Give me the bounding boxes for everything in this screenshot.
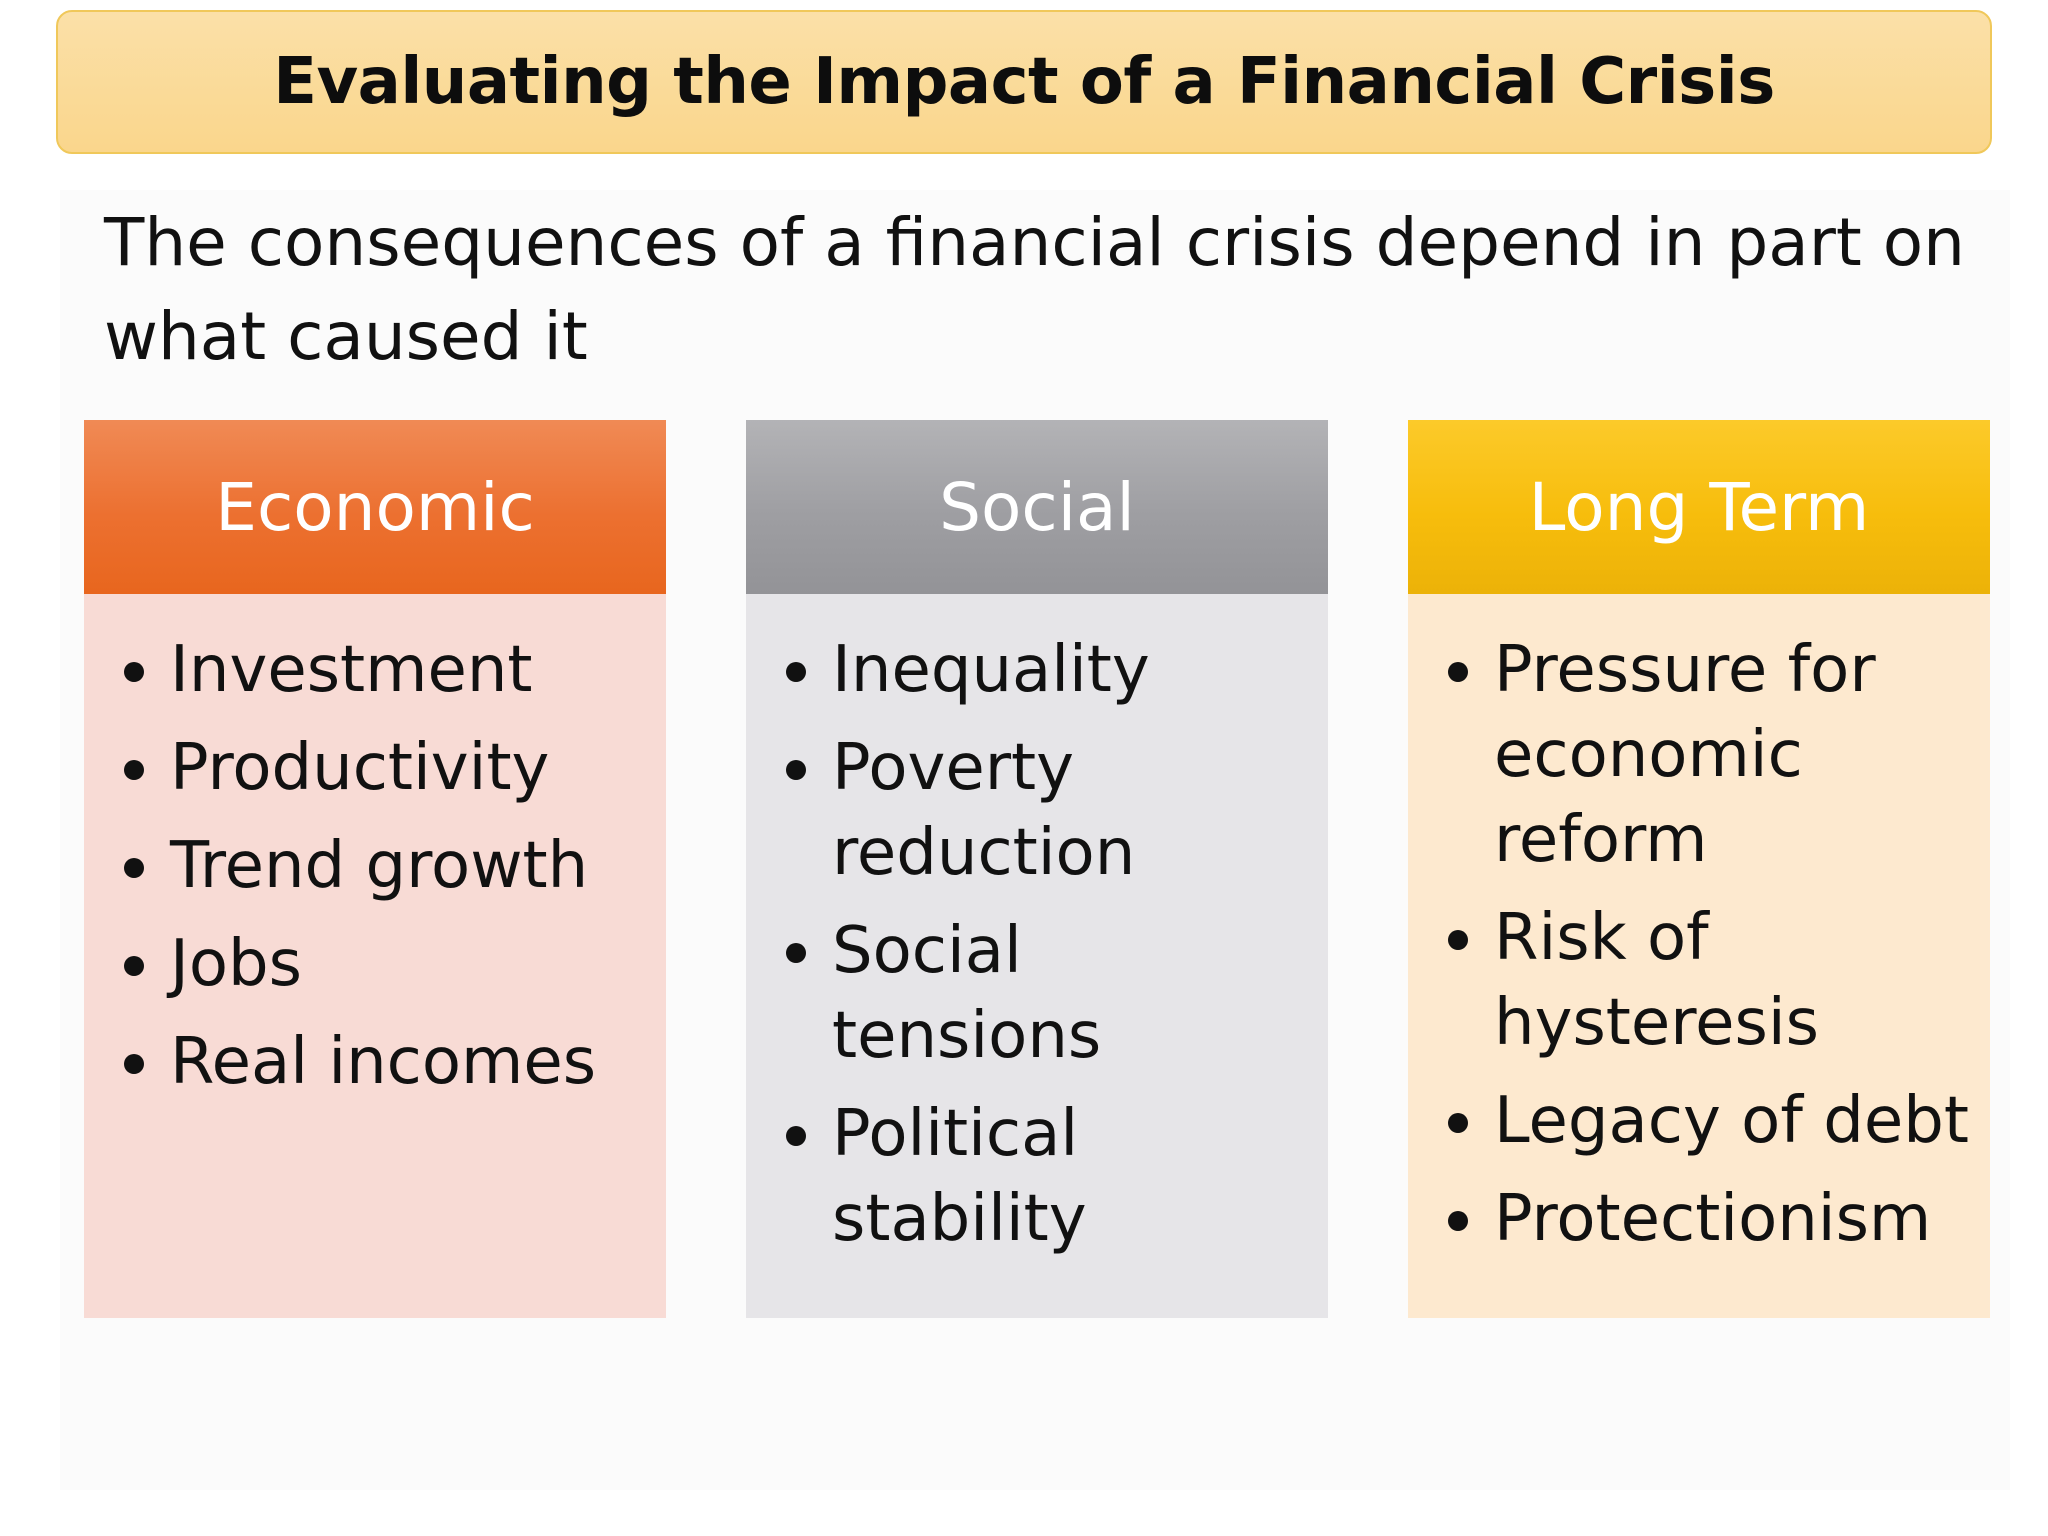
bullet-item: Risk of hysteresis <box>1444 896 1970 1066</box>
intro-text: The consequences of a financial crisis d… <box>104 204 1965 375</box>
bullet-list-long-term: Pressure for economic reform Risk of hys… <box>1444 628 1970 1262</box>
column-body-long-term: Pressure for economic reform Risk of hys… <box>1408 594 1990 1318</box>
bullet-item: Real incomes <box>120 1020 646 1105</box>
bullet-item: Political stability <box>782 1092 1308 1262</box>
bullet-item: Legacy of debt <box>1444 1079 1970 1164</box>
bullet-item: Trend growth <box>120 824 646 909</box>
bullet-list-economic: Investment Productivity Trend growth Job… <box>120 628 646 1105</box>
bullet-item: Social tensions <box>782 909 1308 1079</box>
column-heading-economic: Economic <box>84 420 666 594</box>
column-heading-social: Social <box>746 420 1328 594</box>
slide-title: Evaluating the Impact of a Financial Cri… <box>273 45 1775 119</box>
column-body-social: Inequality Poverty reduction Social tens… <box>746 594 1328 1318</box>
bullet-item: Protectionism <box>1444 1177 1970 1262</box>
bullet-item: Inequality <box>782 628 1308 713</box>
bullet-item: Jobs <box>120 922 646 1007</box>
title-banner: Evaluating the Impact of a Financial Cri… <box>56 10 1992 154</box>
bullet-list-social: Inequality Poverty reduction Social tens… <box>782 628 1308 1262</box>
bullet-item: Pressure for economic reform <box>1444 628 1970 883</box>
column-body-economic: Investment Productivity Trend growth Job… <box>84 594 666 1318</box>
column-social: Social Inequality Poverty reduction Soci… <box>746 420 1328 1318</box>
bullet-item: Investment <box>120 628 646 713</box>
column-heading-long-term: Long Term <box>1408 420 1990 594</box>
column-long-term: Long Term Pressure for economic reform R… <box>1408 420 1990 1318</box>
bullet-item: Productivity <box>120 726 646 811</box>
bullet-item: Poverty reduction <box>782 726 1308 896</box>
column-economic: Economic Investment Productivity Trend g… <box>84 420 666 1318</box>
